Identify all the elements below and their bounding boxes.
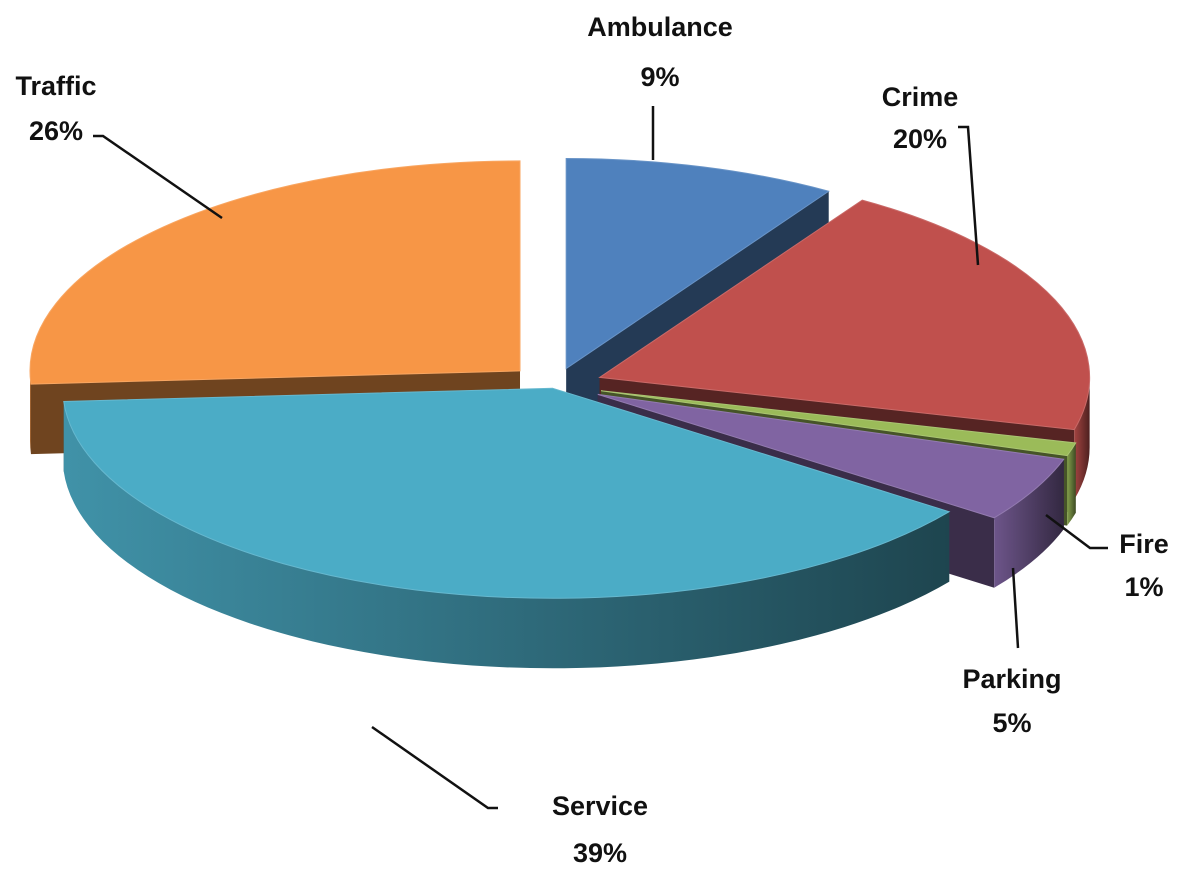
service-slice — [63, 387, 951, 599]
ambulance-percent-label: 9% — [640, 62, 679, 92]
fire-slice — [601, 390, 1077, 457]
crime-label: Crime — [882, 82, 959, 112]
fire-label: Fire — [1119, 529, 1169, 559]
traffic-slice-rim — [30, 370, 31, 455]
crime-percent-label: 20% — [893, 124, 947, 154]
service-slice-rim — [63, 401, 950, 669]
slice-labels: Ambulance 9% Crime 20% Fire 1% Parking 5% Servic… — [15, 12, 1168, 868]
traffic-label: Traffic — [15, 71, 96, 101]
parking-percent-label: 5% — [992, 708, 1031, 738]
fire-leader-line — [1045, 514, 1108, 550]
service-label: Service — [552, 791, 648, 821]
traffic-slice — [29, 160, 521, 385]
traffic-leader-line — [93, 134, 223, 220]
parking-slice-rim — [994, 459, 1064, 588]
parking-label: Parking — [962, 664, 1061, 694]
service-leader-line — [371, 725, 498, 810]
ambulance-slice — [565, 158, 830, 370]
leader-lines — [93, 106, 1108, 810]
ambulance-label: Ambulance — [587, 12, 733, 42]
fire-percent-label: 1% — [1124, 572, 1163, 602]
parking-leader-line — [1011, 567, 1020, 649]
slice-tops — [29, 158, 1091, 599]
service-percent-label: 39% — [573, 838, 627, 868]
parking-slice — [597, 393, 1065, 519]
fire-slice-rim — [1067, 442, 1076, 526]
traffic-percent-label: 26% — [29, 116, 83, 146]
crime-slice — [598, 199, 1091, 431]
crime-slice-rim — [1074, 377, 1090, 500]
crime-leader-line — [958, 125, 980, 266]
